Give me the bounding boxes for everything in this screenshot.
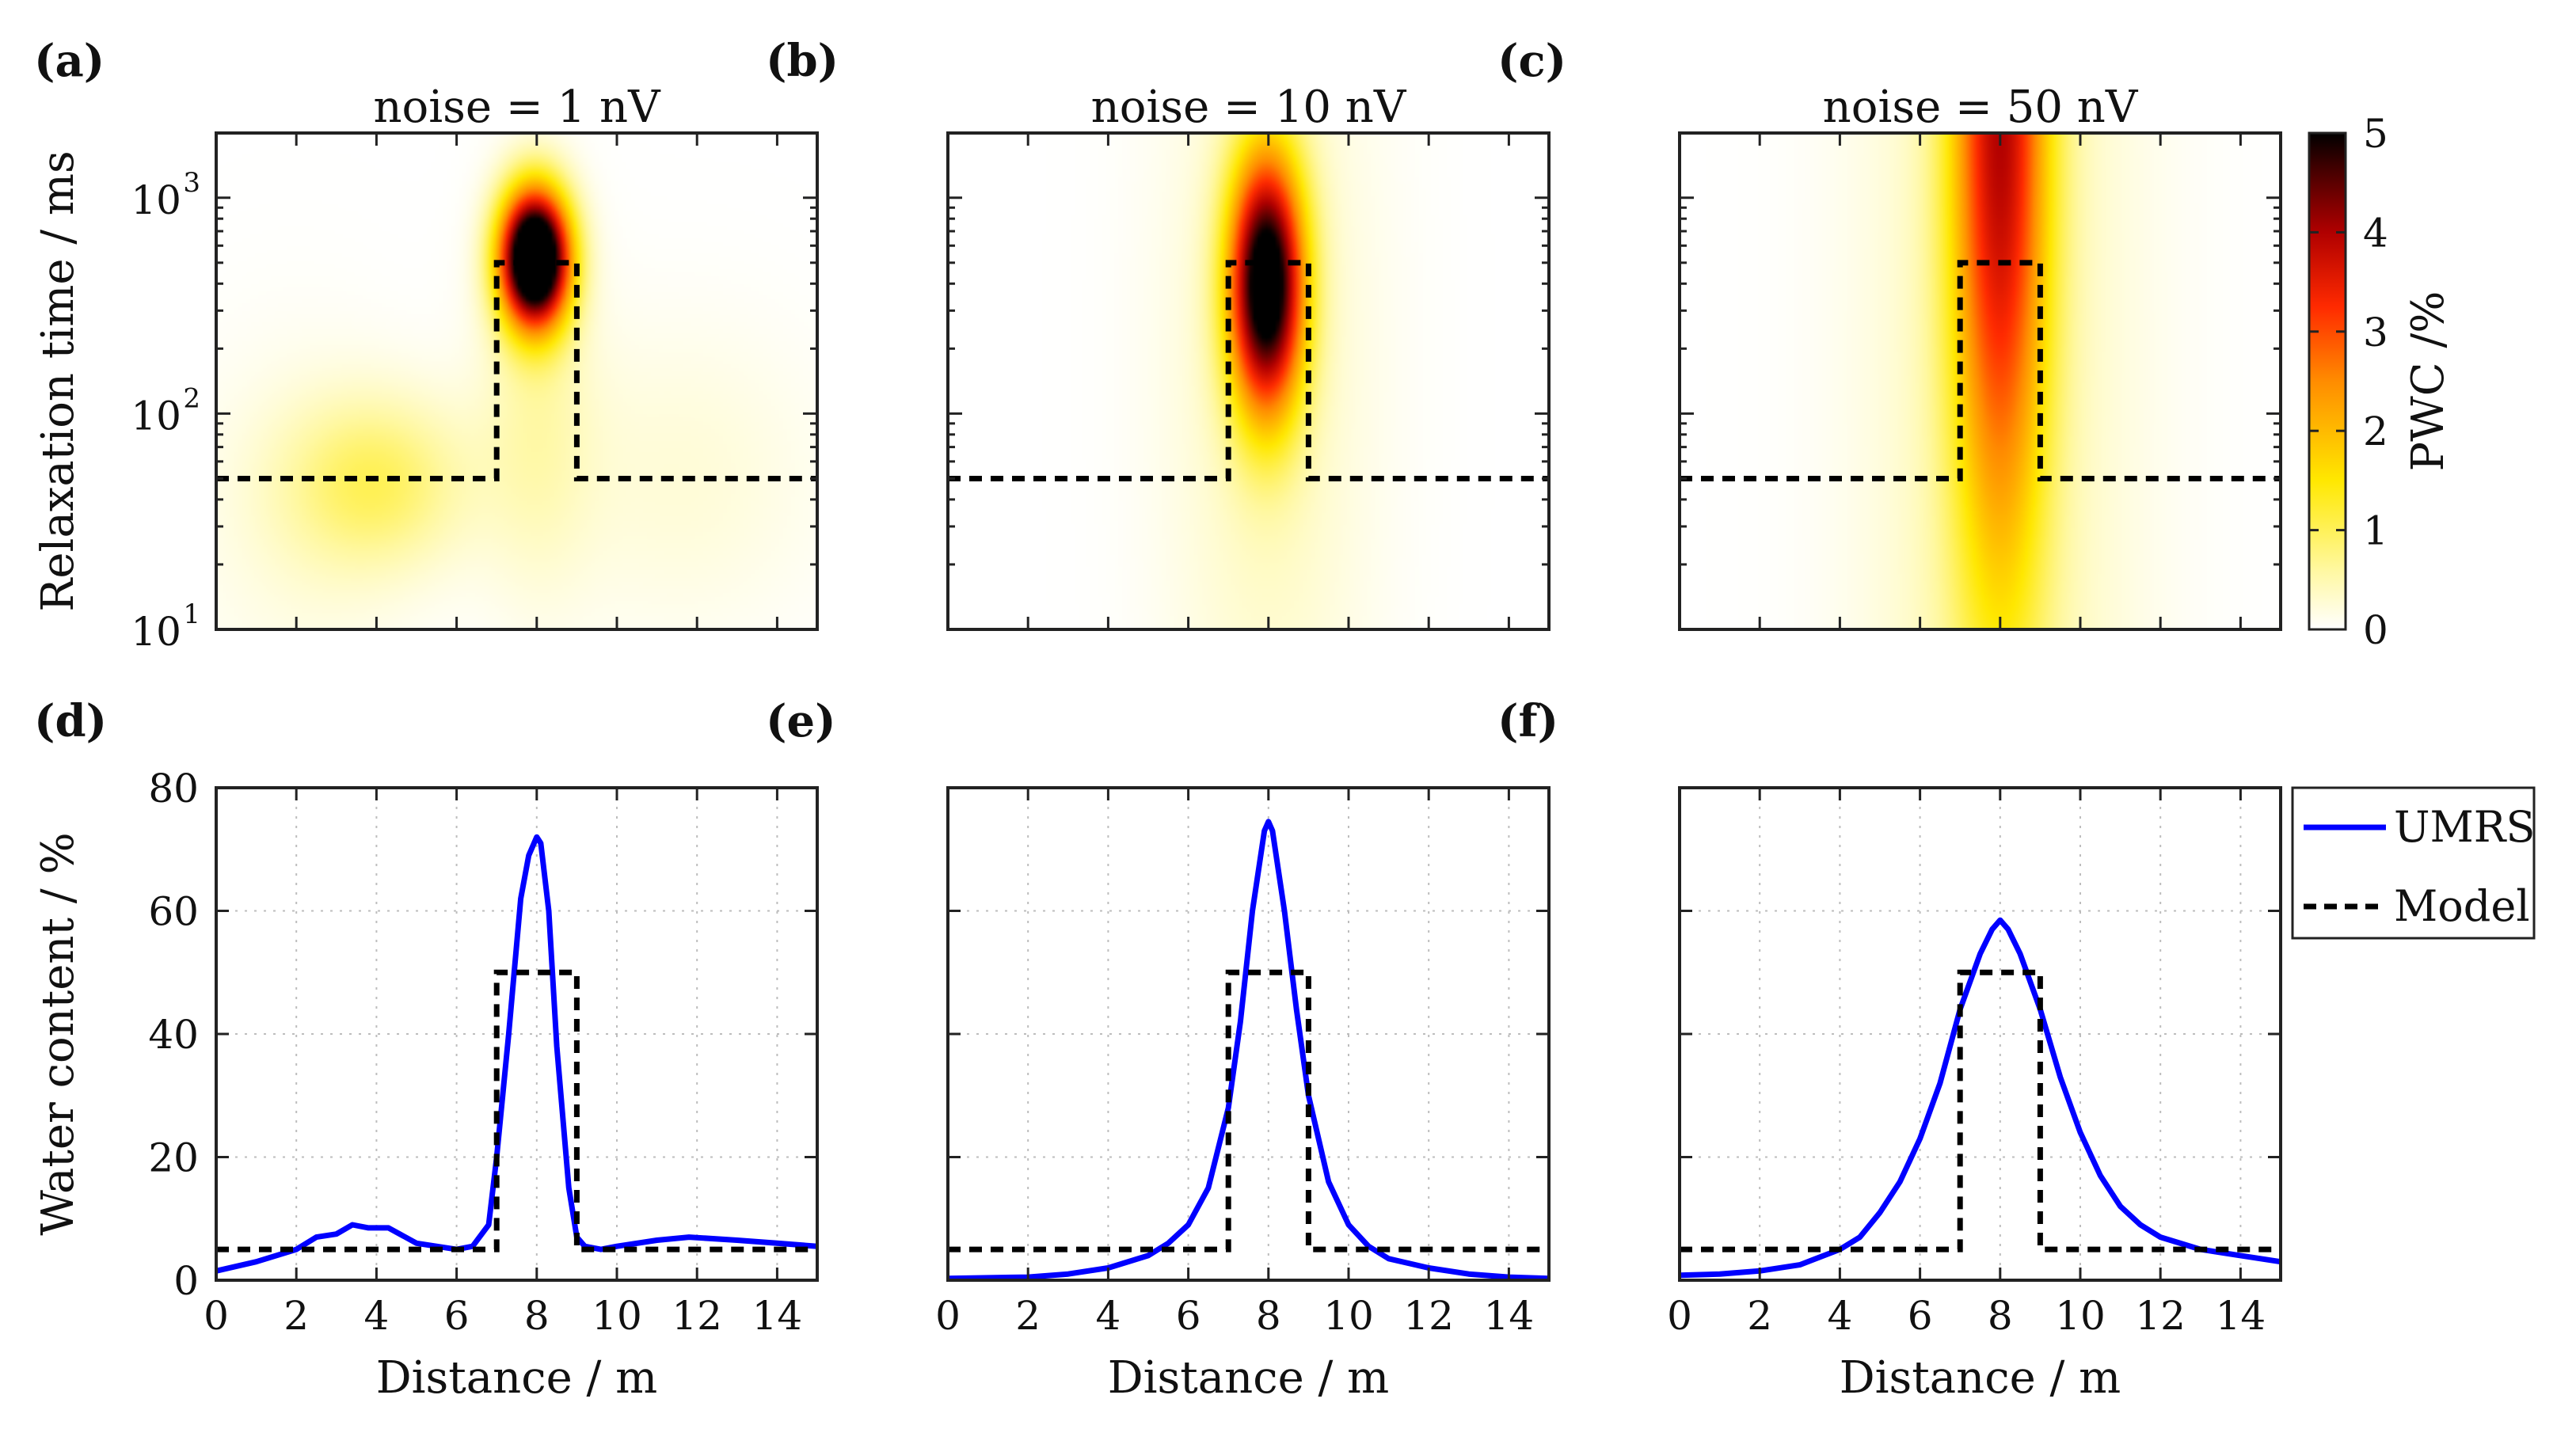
x-axis-label-f: Distance / m — [1840, 1352, 2121, 1404]
x-tick-label-d: 8 — [524, 1293, 550, 1339]
x-axis-label-e: Distance / m — [1108, 1352, 1390, 1404]
heatmap-panel-c: noise = 50 nV (c) — [1497, 35, 2282, 631]
colorbar-gradient — [2308, 131, 2347, 631]
y-axis-label-d: Water content / % — [32, 832, 84, 1235]
legend-label-model: Model — [2394, 881, 2530, 931]
x-tick-label-f: 2 — [1747, 1293, 1772, 1339]
series-model-d — [216, 969, 817, 1252]
y-tick-exponent-a: 2 — [183, 382, 200, 414]
line-panel-e: 0 2 4 6 8 10 12 14 Distance / m (e) — [766, 695, 1551, 1404]
panel-label-a: (a) — [34, 35, 105, 87]
x-tick-label-d: 0 — [204, 1293, 229, 1339]
model-line-c — [1680, 260, 2281, 481]
x-tick-label-f: 14 — [2216, 1293, 2266, 1339]
y-tick-label-d: 20 — [148, 1135, 199, 1181]
panel-label-b: (b) — [766, 35, 839, 87]
y-tick-label-a: 10 — [131, 393, 181, 439]
x-tick-label-d: 4 — [363, 1293, 389, 1339]
x-tick-label-e: 10 — [1323, 1293, 1374, 1339]
colorbar-label: PWC /% — [2403, 291, 2454, 472]
x-tick-label-d: 6 — [444, 1293, 470, 1339]
legend: UMRS Model — [2291, 786, 2536, 940]
x-tick-label-f: 0 — [1667, 1293, 1692, 1339]
y-tick-label-a: 10 — [131, 177, 181, 223]
colorbar-tick-label: 0 — [2363, 607, 2388, 653]
panel-title-a: noise = 1 nV — [373, 82, 661, 133]
panel-title-c: noise = 50 nV — [1823, 82, 2139, 133]
heatmap-panel-b: noise = 10 nV (b) — [766, 35, 1551, 631]
axes-frame-f — [1678, 786, 2282, 1282]
panel-label-d: (d) — [34, 695, 107, 747]
axes-frame-d — [215, 786, 819, 1282]
x-tick-label-f: 10 — [2055, 1293, 2106, 1339]
panel-label-f: (f) — [1497, 695, 1558, 747]
series-model-e — [948, 969, 1549, 1252]
series-umrs-d — [215, 834, 818, 1274]
y-tick-label-d: 40 — [148, 1012, 199, 1058]
line-panel-f: 0 2 4 6 8 10 12 14 Distance / m (f) — [1497, 695, 2282, 1404]
y-tick-label-d: 0 — [173, 1258, 199, 1304]
x-tick-label-d: 2 — [283, 1293, 309, 1339]
heatmap-image-b — [948, 133, 1549, 629]
x-tick-label-f: 8 — [1988, 1293, 2013, 1339]
x-tick-label-d: 10 — [592, 1293, 642, 1339]
panel-title-b: noise = 10 nV — [1091, 82, 1407, 133]
x-tick-label-e: 6 — [1176, 1293, 1201, 1339]
x-tick-label-e: 12 — [1403, 1293, 1454, 1339]
series-umrs-e — [947, 819, 1550, 1282]
axes-frame-c — [1678, 131, 2282, 631]
y-tick-label-a: 10 — [131, 609, 181, 655]
x-tick-label-d: 14 — [752, 1293, 803, 1339]
model-line-b — [948, 260, 1549, 481]
colorbar-tick-label: 3 — [2363, 310, 2388, 355]
axes-frame-b — [946, 131, 1551, 631]
colorbar-tick-label: 5 — [2363, 111, 2388, 157]
heatmap-image-c — [1680, 133, 2281, 629]
x-tick-label-e: 2 — [1015, 1293, 1041, 1339]
colorbar-tick-label: 2 — [2363, 409, 2388, 454]
x-tick-label-e: 4 — [1095, 1293, 1121, 1339]
model-line-a — [216, 260, 817, 481]
axes-frame-e — [946, 786, 1551, 1282]
y-tick-exponent-a: 1 — [183, 599, 200, 630]
line-panel-d: 0 2 4 6 8 10 12 14 0 20 40 60 80 Distance / m Water co… — [32, 695, 819, 1404]
axes-frame-a — [215, 131, 819, 631]
panel-label-e: (e) — [766, 695, 836, 747]
y-axis-label-a: Relaxation time / ms — [32, 150, 84, 612]
legend-label-umrs: UMRS — [2394, 802, 2535, 852]
x-axis-label-d: Distance / m — [376, 1352, 658, 1404]
y-tick-label-d: 60 — [148, 889, 199, 935]
legend-box — [2291, 786, 2536, 940]
x-tick-label-d: 12 — [672, 1293, 722, 1339]
panel-label-c: (c) — [1497, 35, 1566, 87]
colorbar-tick-label: 4 — [2363, 210, 2388, 256]
colorbar-tick-label: 1 — [2363, 508, 2388, 554]
x-tick-label-e: 14 — [1484, 1293, 1535, 1339]
x-tick-label-f: 4 — [1827, 1293, 1852, 1339]
x-tick-label-e: 0 — [935, 1293, 961, 1339]
colorbar: 0 1 2 3 4 5 PWC /% — [2308, 111, 2454, 653]
series-umrs-f — [1679, 917, 2281, 1279]
heatmap-image-a — [216, 133, 817, 629]
x-tick-label-f: 6 — [1908, 1293, 1933, 1339]
y-tick-exponent-a: 3 — [183, 167, 200, 199]
series-model-f — [1680, 969, 2281, 1252]
x-tick-label-f: 12 — [2135, 1293, 2186, 1339]
x-tick-label-e: 8 — [1256, 1293, 1281, 1339]
y-tick-label-d: 80 — [148, 766, 199, 812]
